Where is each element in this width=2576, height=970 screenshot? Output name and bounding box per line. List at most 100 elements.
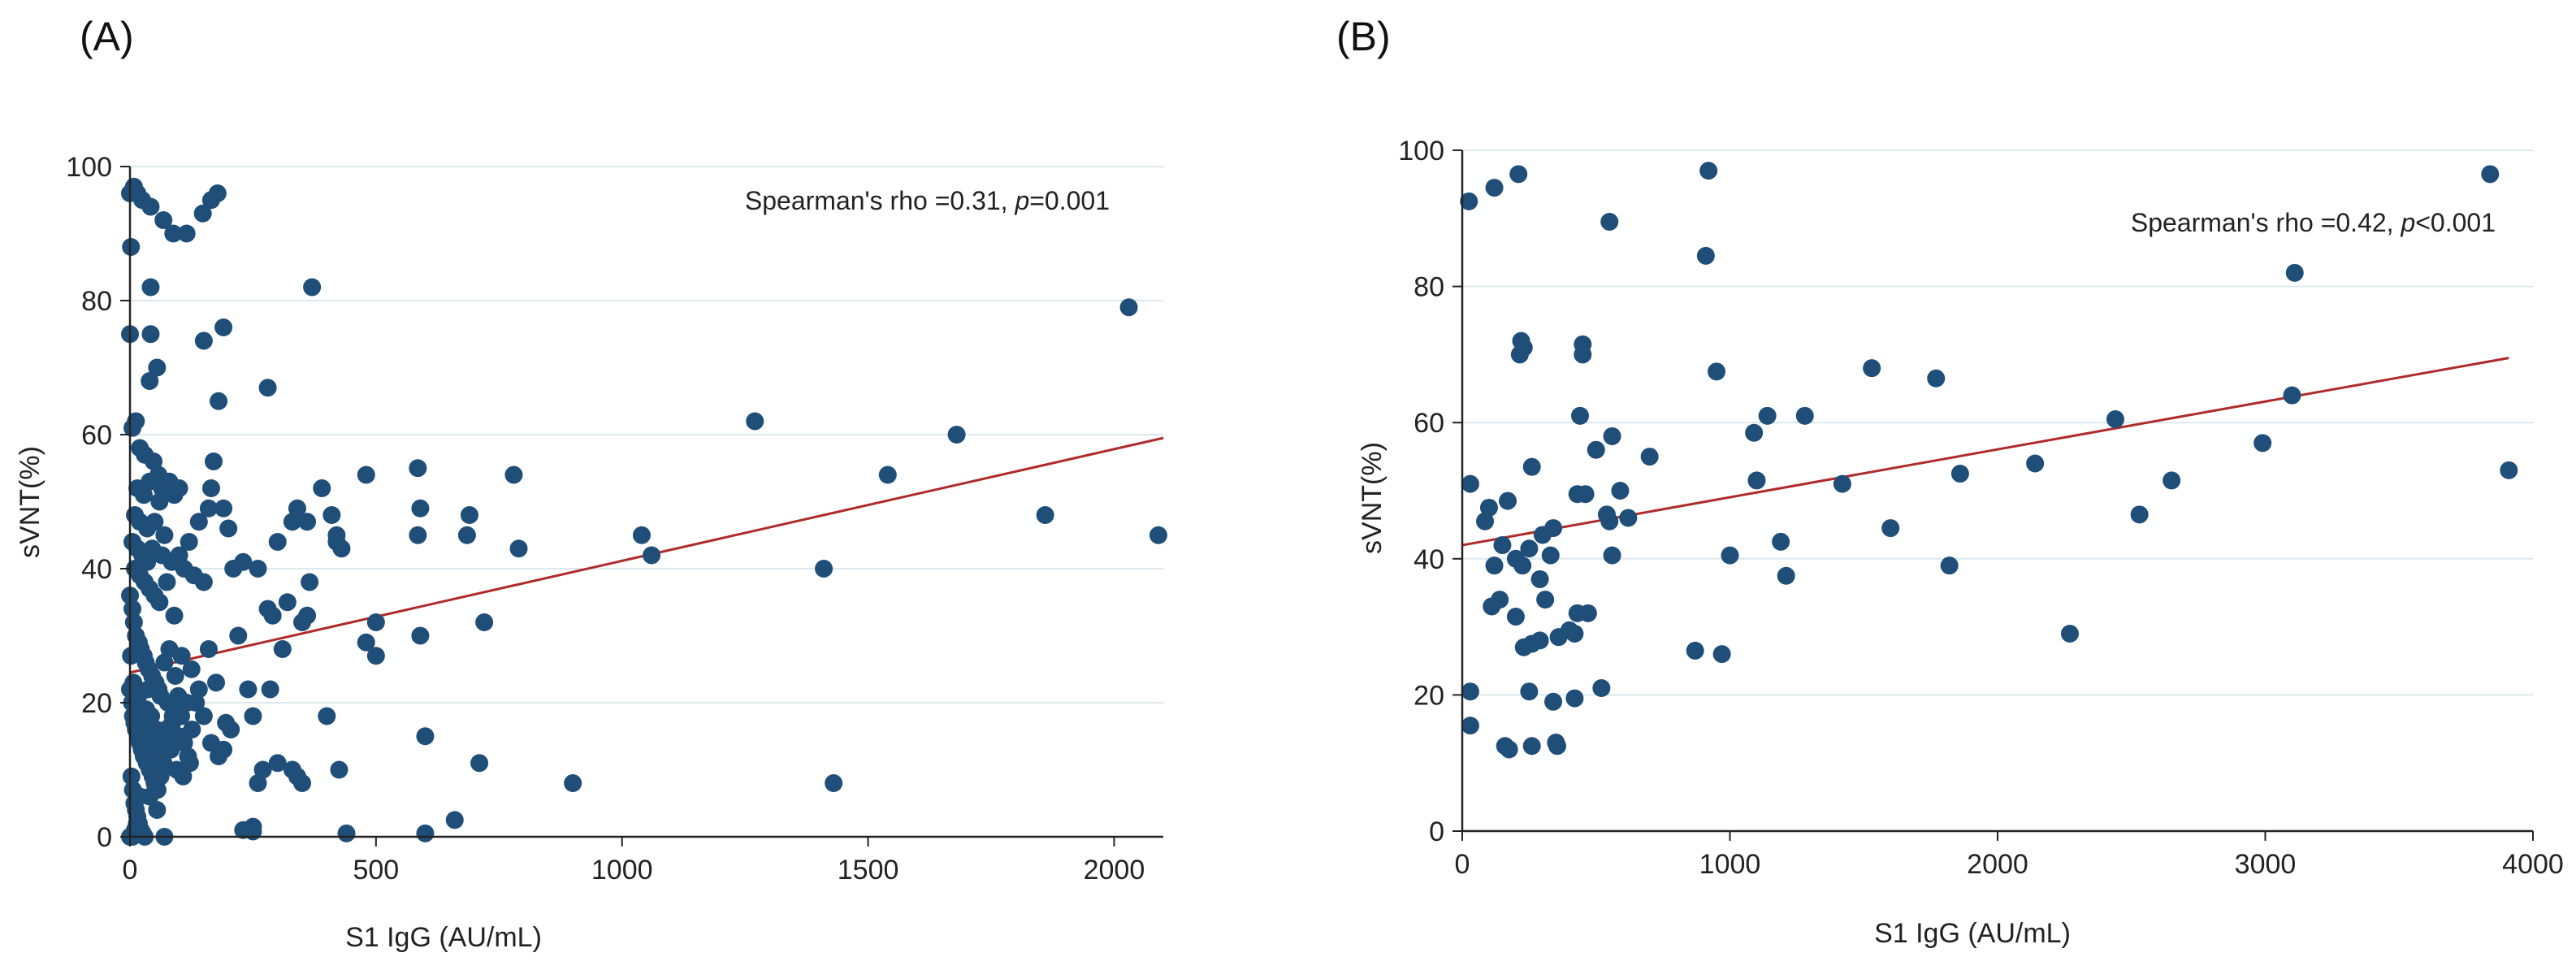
y-tick-label: 100: [1398, 136, 1444, 167]
data-point: [166, 667, 184, 685]
gridlines: [130, 166, 1163, 704]
data-point: [180, 533, 198, 551]
x-axis-title: S1 IgG (AU/mL): [345, 922, 542, 953]
data-point: [1696, 246, 1715, 265]
data-point: [1548, 737, 1566, 756]
data-point: [128, 479, 147, 497]
data-point: [2130, 505, 2149, 524]
data-point: [155, 653, 174, 672]
panel-label: (B): [1336, 14, 1391, 59]
data-point: [180, 754, 199, 773]
data-point: [2283, 386, 2301, 405]
data-point: [253, 760, 272, 779]
data-point: [158, 694, 177, 712]
data-point: [1500, 740, 1518, 759]
data-point: [445, 811, 464, 829]
data-point: [214, 318, 233, 336]
data-point: [1510, 345, 1529, 364]
data-point: [193, 204, 212, 223]
data-point: [298, 513, 317, 531]
data-point: [278, 593, 297, 612]
data-point: [1565, 624, 1584, 643]
x-tick-label: 0: [123, 855, 138, 886]
data-point: [632, 526, 651, 544]
data-point: [170, 546, 188, 565]
data-point: [1530, 631, 1549, 650]
data-point: [141, 197, 160, 216]
data-point: [509, 539, 528, 558]
y-tick-label: 40: [1414, 544, 1444, 575]
data-point: [170, 479, 188, 497]
data-point: [244, 817, 262, 836]
data-point: [204, 453, 223, 470]
data-point: [457, 526, 476, 544]
data-point: [460, 506, 478, 524]
x-axis-ticks: 0 1000 2000 3000 4000: [1455, 831, 2564, 880]
data-point: [1506, 608, 1525, 626]
data-point: [1712, 645, 1731, 664]
data-point: [214, 499, 233, 517]
data-point: [409, 526, 427, 544]
annotation-p-value: <0.001: [2415, 208, 2496, 237]
data-point: [1592, 679, 1611, 698]
data-point: [122, 767, 141, 786]
data-point: [127, 412, 145, 431]
data-point: [1513, 556, 1532, 575]
data-point: [201, 479, 220, 497]
x-tick-label: 1500: [838, 855, 899, 886]
data-point: [825, 774, 843, 792]
data-point: [1461, 474, 1479, 493]
data-point: [1036, 506, 1054, 524]
data-point: [746, 412, 764, 431]
data-point: [128, 814, 146, 833]
data-point: [504, 466, 523, 484]
chart-panel-b: (B) 0 1000 2000 3000 4000 0 20 40 60 80 100 S1 Ig…: [1336, 14, 2564, 949]
data-point: [293, 613, 311, 631]
data-point: [145, 513, 164, 531]
data-point: [1881, 519, 1900, 538]
data-point: [318, 707, 336, 725]
data-point: [165, 606, 184, 625]
data-point: [1603, 427, 1621, 445]
data-point: [366, 647, 385, 665]
data-point: [323, 506, 341, 524]
data-point: [1587, 440, 1605, 459]
data-point: [234, 552, 253, 571]
data-point: [1541, 546, 1560, 565]
data-point: [244, 707, 262, 725]
data-point: [2106, 410, 2124, 429]
data-point: [189, 513, 208, 531]
data-point: [1565, 689, 1584, 708]
y-tick-label: 0: [97, 822, 112, 853]
data-point: [199, 499, 218, 517]
data-point: [1833, 474, 1851, 493]
data-point: [150, 593, 169, 612]
data-point: [172, 647, 191, 665]
spearman-annotation: Spearman's rho =0.42, p<0.001: [2131, 208, 2496, 237]
data-point: [283, 513, 301, 531]
data-point: [1686, 641, 1704, 660]
annotation-prefix: Spearman's rho =0.31,: [745, 186, 1015, 215]
data-point: [2481, 165, 2500, 184]
annotation-p-symbol: p: [1014, 186, 1029, 215]
y-axis-ticks: 0 20 40 60 80 100: [1398, 136, 1462, 847]
data-point: [150, 492, 169, 511]
data-point: [357, 633, 375, 652]
x-tick-label: 4000: [2502, 849, 2564, 880]
x-axis-title: S1 IgG (AU/mL): [1874, 918, 2071, 949]
data-point: [1485, 556, 1504, 575]
data-point: [177, 224, 196, 243]
spearman-annotation: Spearman's rho =0.31, p=0.001: [745, 186, 1110, 215]
data-point: [1522, 457, 1541, 476]
data-point: [1745, 423, 1764, 442]
data-point: [2026, 454, 2045, 473]
data-point: [154, 211, 173, 229]
data-point: [1536, 591, 1555, 609]
data-point: [1950, 465, 1969, 483]
x-axis-ticks: 0 500 1000 1500 2000: [123, 837, 1145, 886]
data-point: [124, 673, 143, 692]
y-tick-label: 60: [1414, 408, 1444, 439]
data-point: [194, 707, 213, 725]
data-point: [947, 426, 966, 444]
data-point: [1576, 485, 1595, 504]
